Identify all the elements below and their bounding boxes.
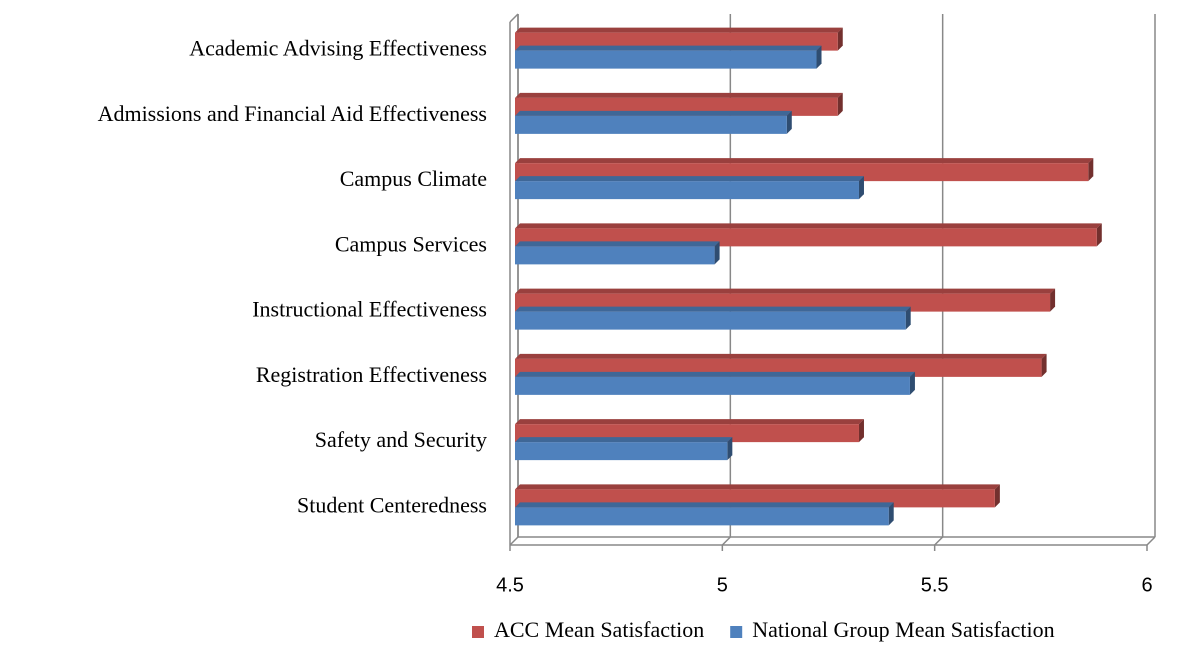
bar-top (515, 223, 1102, 229)
x-tick-label: 4.5 (496, 574, 524, 596)
bar-top (515, 306, 911, 312)
bar (515, 115, 787, 134)
bar-top (515, 437, 733, 443)
bar-3d (515, 241, 720, 265)
bar-top (515, 353, 1047, 359)
grid-line-floor (934, 536, 944, 546)
bar-side (888, 502, 894, 526)
legend-label: ACC Mean Satisfaction (494, 617, 704, 642)
bar-top (515, 110, 792, 116)
bar-top (515, 502, 894, 508)
bar-side (1050, 288, 1056, 312)
bar-3d (515, 371, 915, 395)
x-tick-label: 5 (717, 574, 728, 596)
bar-top (515, 45, 822, 51)
bar-side (816, 45, 822, 69)
bar-side (1088, 158, 1094, 182)
bar-side (909, 371, 915, 395)
bar (515, 311, 906, 330)
bar-side (786, 110, 792, 134)
y-tick-label: Admissions and Financial Aid Effectivene… (98, 101, 487, 126)
bar-3d (515, 45, 822, 69)
y-tick-label: Student Centeredness (297, 492, 487, 517)
bar-top (515, 176, 864, 182)
grid-line-floor (721, 536, 731, 546)
bar-top (515, 419, 864, 425)
bar-top (515, 288, 1056, 294)
bar (515, 507, 889, 526)
left-wall-top (509, 13, 519, 23)
bar-side (727, 437, 733, 461)
bar-top (515, 92, 843, 98)
bar-side (837, 27, 843, 51)
y-tick-label: Safety and Security (315, 427, 487, 452)
y-tick-label: Instructional Effectiveness (252, 297, 487, 322)
bar-3d (515, 306, 911, 330)
bar-side (905, 306, 911, 330)
y-tick-label: Campus Services (335, 231, 487, 256)
y-tick-label: Campus Climate (340, 166, 487, 191)
legend-swatch (730, 626, 743, 638)
bar (515, 376, 910, 395)
bar (515, 442, 728, 461)
bar-top (515, 27, 843, 33)
bar-3d (515, 437, 733, 461)
bar-side (1096, 223, 1102, 247)
legend-label: National Group Mean Satisfaction (752, 617, 1054, 642)
bar-3d (515, 110, 792, 134)
legend-swatch (472, 626, 484, 638)
bar-side (994, 484, 1000, 508)
bar-3d (515, 176, 864, 200)
bar (515, 181, 859, 200)
bar-side (714, 241, 720, 265)
y-tick-label: Registration Effectiveness (256, 362, 487, 387)
grid-line-floor (509, 536, 519, 546)
bar-top (515, 371, 915, 377)
bar-top (515, 241, 720, 247)
bar-top (515, 158, 1094, 164)
bar-top (515, 484, 1000, 490)
bar-side (837, 92, 843, 116)
bar-3d (515, 502, 894, 526)
bar-side (858, 176, 864, 200)
bar-side (858, 419, 864, 443)
y-tick-label: Academic Advising Effectiveness (189, 36, 487, 61)
bar (515, 50, 817, 69)
x-tick-label: 6 (1141, 574, 1152, 596)
grid-line-floor (1146, 536, 1156, 546)
x-tick-label: 5.5 (921, 574, 949, 596)
bar-side (1041, 353, 1047, 377)
bar (515, 246, 715, 265)
